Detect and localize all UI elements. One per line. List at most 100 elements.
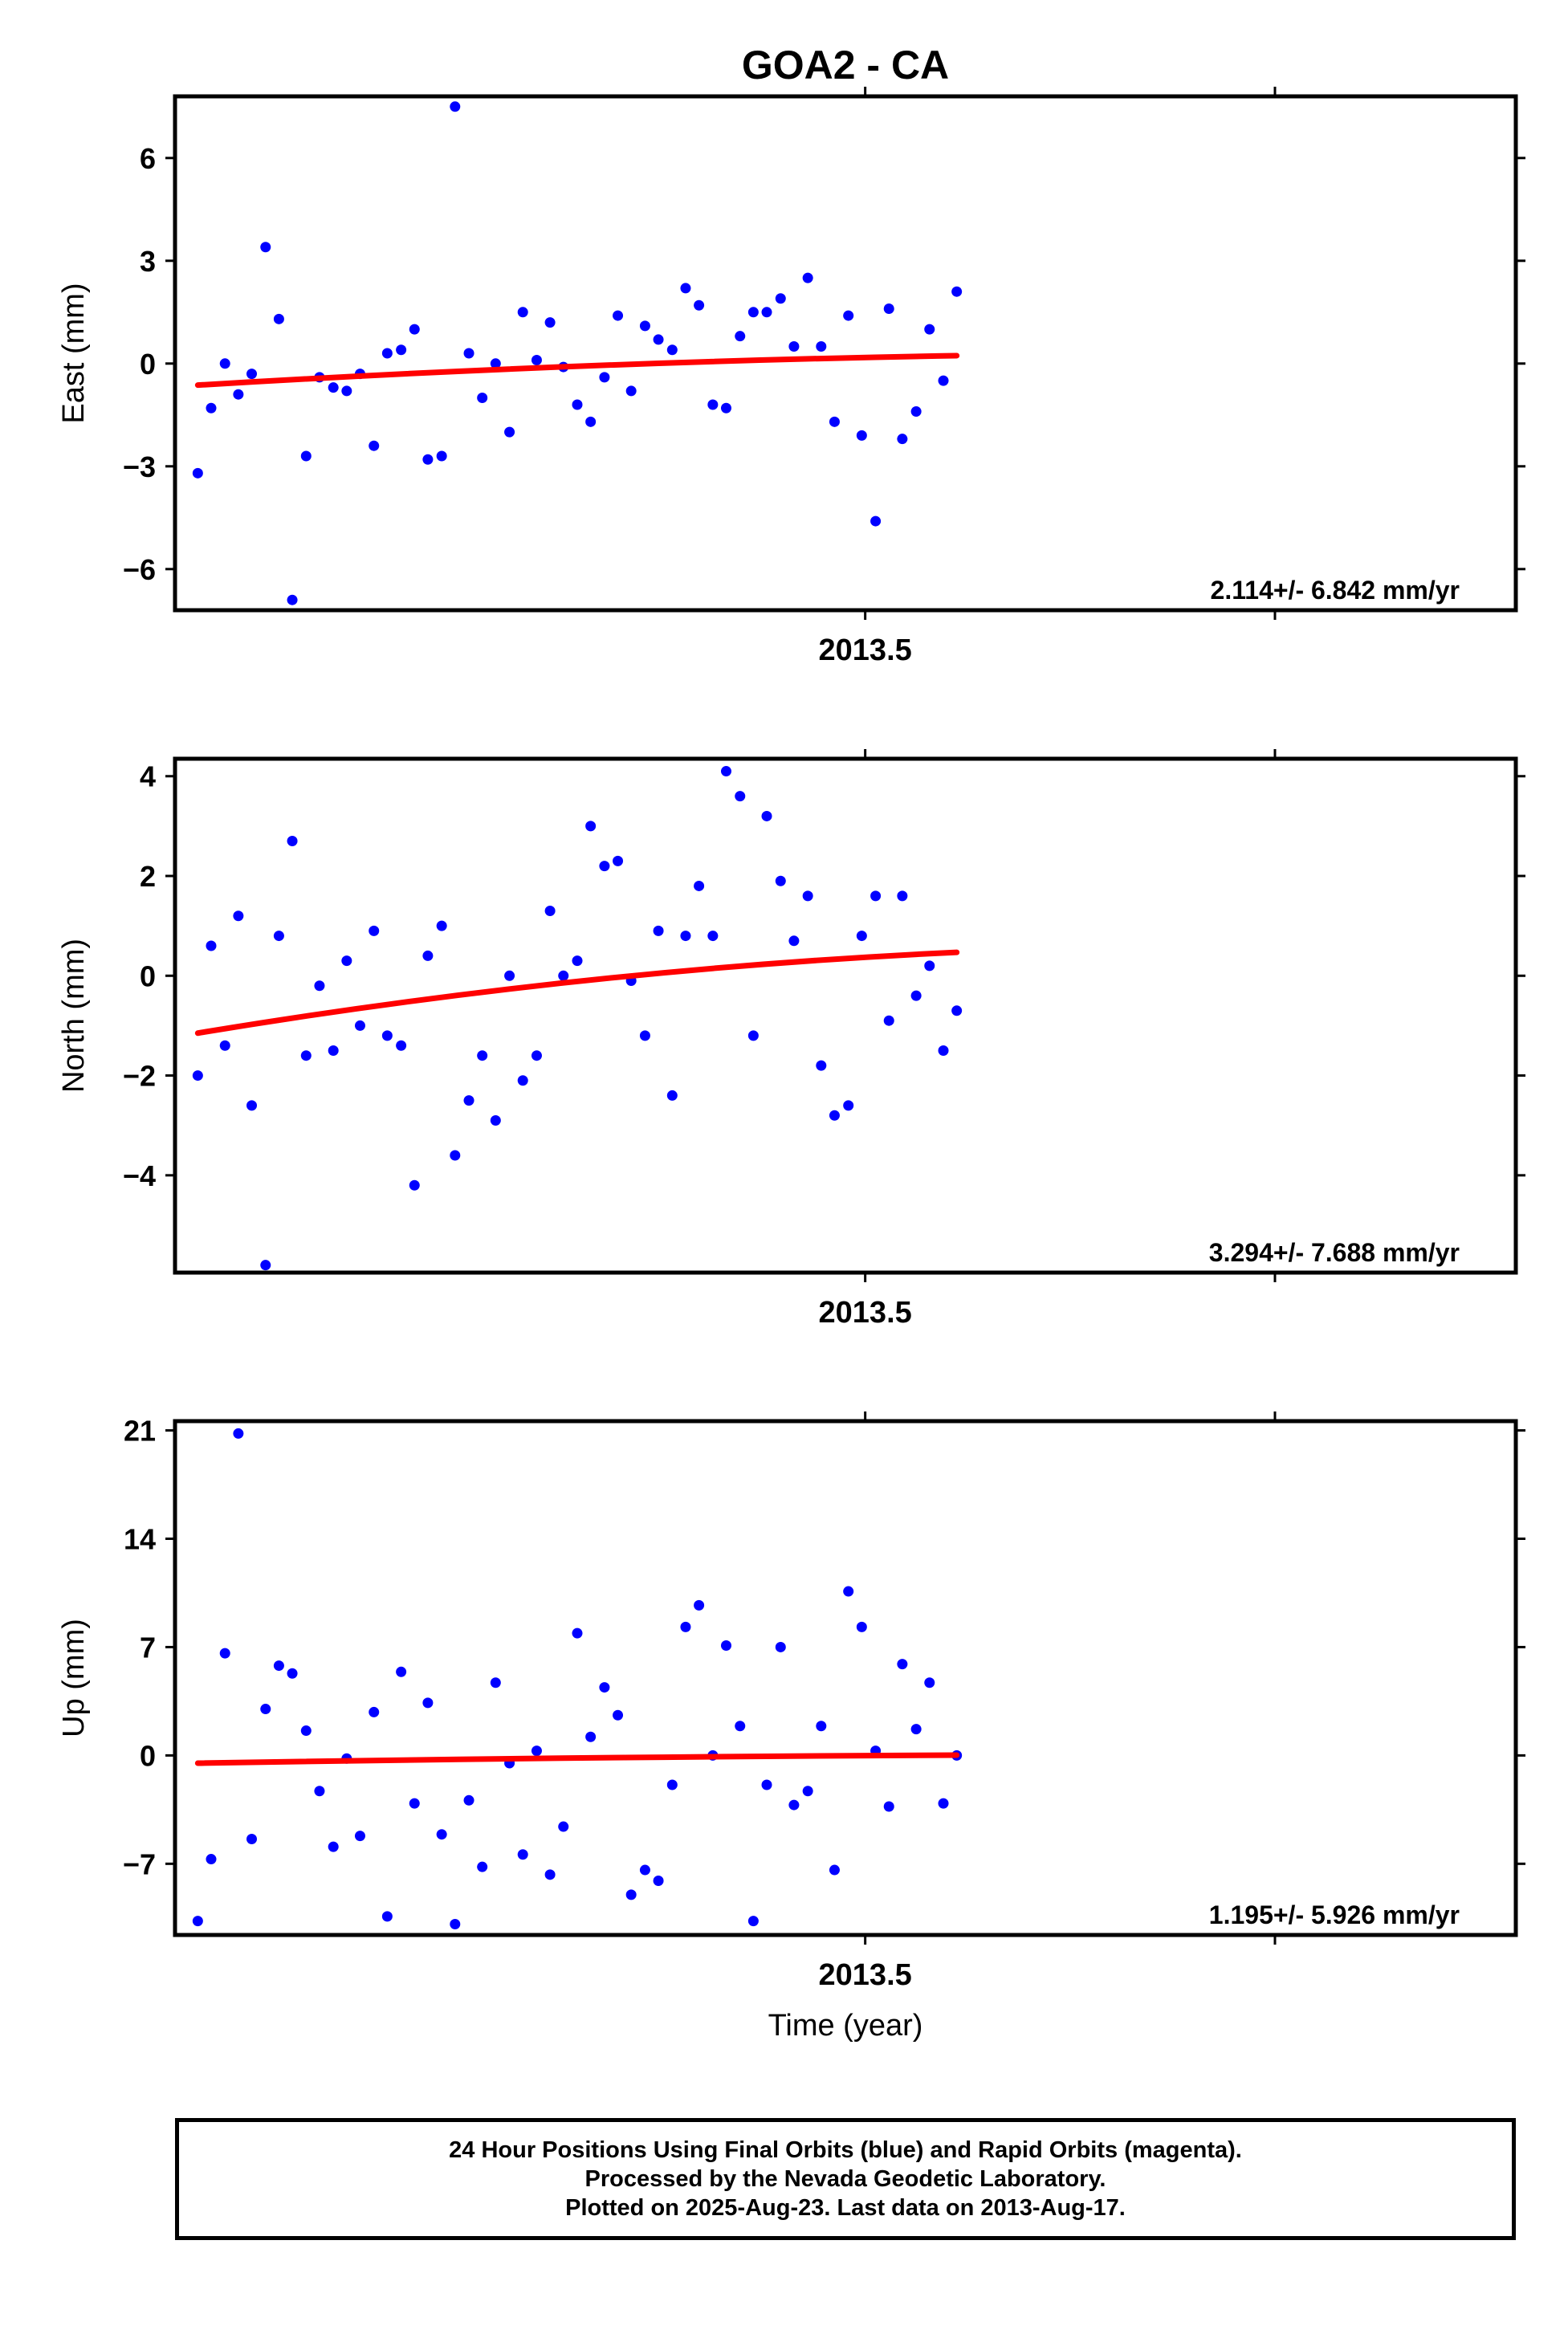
data-point bbox=[775, 293, 786, 304]
data-point bbox=[639, 1864, 650, 1876]
y-tick-label: 0 bbox=[140, 348, 156, 381]
data-point bbox=[206, 940, 217, 951]
data-point bbox=[572, 955, 583, 967]
data-point bbox=[924, 324, 935, 335]
data-point bbox=[517, 1075, 528, 1086]
x-axis-label: Time (year) bbox=[768, 2009, 923, 2043]
data-point bbox=[735, 1721, 746, 1732]
data-point bbox=[192, 1916, 203, 1927]
data-point bbox=[233, 910, 244, 922]
data-point bbox=[625, 385, 637, 397]
data-point bbox=[477, 1861, 488, 1872]
data-point bbox=[951, 1005, 963, 1016]
data-point bbox=[747, 307, 759, 318]
data-point bbox=[544, 906, 556, 917]
data-point bbox=[924, 960, 935, 972]
y-tick-label: 4 bbox=[140, 760, 156, 793]
data-point bbox=[422, 454, 434, 465]
plot-frame bbox=[173, 1419, 1518, 1937]
data-point bbox=[490, 1677, 501, 1688]
x-tick-label: 2013.5 bbox=[819, 1958, 912, 1992]
data-point bbox=[219, 1648, 230, 1659]
data-point bbox=[639, 320, 650, 332]
data-point bbox=[396, 1040, 407, 1051]
data-point bbox=[381, 348, 393, 359]
data-point bbox=[680, 931, 691, 942]
data-point bbox=[843, 310, 854, 321]
data-point bbox=[843, 1100, 854, 1111]
data-point bbox=[422, 950, 434, 961]
data-point bbox=[287, 836, 298, 847]
data-point bbox=[328, 1841, 339, 1852]
data-point bbox=[585, 416, 597, 427]
data-point bbox=[802, 1786, 813, 1797]
data-point bbox=[761, 307, 772, 318]
data-point bbox=[436, 450, 447, 462]
data-point bbox=[409, 1179, 420, 1191]
data-point bbox=[829, 416, 840, 427]
data-point bbox=[544, 317, 556, 328]
data-point bbox=[816, 340, 827, 352]
data-point bbox=[788, 340, 800, 352]
data-point bbox=[613, 1709, 624, 1721]
data-point bbox=[273, 931, 284, 942]
data-point bbox=[775, 1641, 786, 1652]
data-point bbox=[422, 1697, 434, 1709]
data-point bbox=[450, 1919, 461, 1930]
y-tick-label: 2 bbox=[140, 860, 156, 893]
data-point bbox=[747, 1030, 759, 1041]
data-point bbox=[720, 402, 731, 413]
data-point bbox=[219, 358, 230, 369]
data-point bbox=[450, 101, 461, 112]
data-point bbox=[816, 1060, 827, 1071]
data-point bbox=[802, 272, 813, 283]
data-point bbox=[613, 310, 624, 321]
data-point bbox=[328, 1045, 339, 1056]
data-point bbox=[300, 1725, 312, 1737]
data-point bbox=[856, 1621, 867, 1632]
data-point bbox=[300, 1050, 312, 1061]
rate-label: 3.294+/- 7.688 mm/yr bbox=[1209, 1238, 1460, 1267]
data-point bbox=[910, 990, 922, 1001]
data-point bbox=[287, 1668, 298, 1679]
data-point bbox=[558, 1821, 569, 1832]
data-point bbox=[625, 1889, 637, 1900]
data-point bbox=[572, 1627, 583, 1639]
rate-label: 2.114+/- 6.842 mm/yr bbox=[1211, 576, 1460, 605]
data-point bbox=[653, 334, 664, 345]
y-tick-label: 3 bbox=[140, 245, 156, 278]
data-point bbox=[206, 402, 217, 413]
trend-line bbox=[194, 1752, 960, 1766]
data-point bbox=[788, 935, 800, 947]
caption-line-1: 24 Hour Positions Using Final Orbits (bl… bbox=[449, 2137, 1242, 2163]
data-point bbox=[246, 369, 258, 380]
data-point bbox=[829, 1864, 840, 1876]
data-point bbox=[219, 1040, 230, 1051]
x-tick-label: 2013.5 bbox=[819, 633, 912, 667]
data-point bbox=[450, 1150, 461, 1161]
data-point bbox=[897, 434, 908, 445]
data-point bbox=[341, 955, 352, 967]
data-point bbox=[273, 313, 284, 324]
data-point bbox=[300, 450, 312, 462]
data-point bbox=[788, 1799, 800, 1811]
caption-line-3: Plotted on 2025-Aug-23. Last data on 201… bbox=[565, 2195, 1126, 2221]
data-point bbox=[653, 925, 664, 936]
data-point bbox=[938, 375, 949, 386]
caption-line-2: Processed by the Nevada Geodetic Laborat… bbox=[584, 2166, 1106, 2192]
data-point bbox=[477, 392, 488, 403]
data-point bbox=[735, 791, 746, 802]
data-point bbox=[409, 324, 420, 335]
data-point bbox=[260, 1704, 271, 1715]
x-tick-label: 2013.5 bbox=[819, 1296, 912, 1330]
data-point bbox=[585, 1731, 597, 1742]
data-point bbox=[531, 1745, 542, 1757]
trend-line bbox=[194, 352, 960, 389]
data-point bbox=[436, 920, 447, 931]
y-tick-label: −4 bbox=[123, 1159, 156, 1192]
panel-3: −7 0 7 14 21 2013.5 Up (mm) 1.195+/- 5.926 mm/y… bbox=[57, 1411, 1525, 1992]
data-point bbox=[775, 875, 786, 886]
data-point bbox=[938, 1045, 949, 1056]
data-point bbox=[653, 1876, 664, 1887]
data-point bbox=[910, 1724, 922, 1735]
